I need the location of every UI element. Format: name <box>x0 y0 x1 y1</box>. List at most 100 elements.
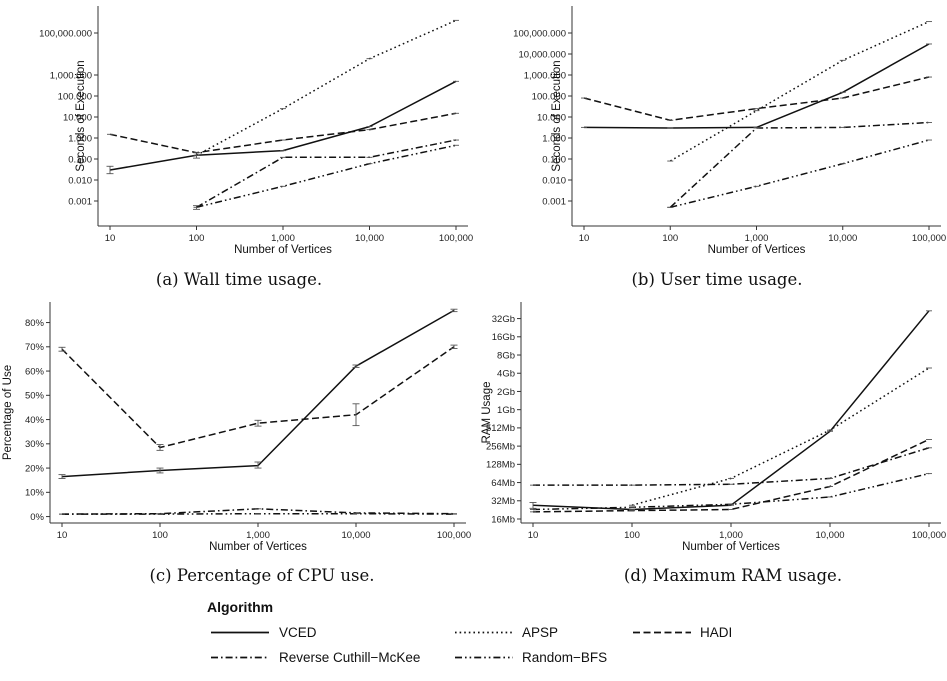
y-tick-label: 10.000 <box>63 112 92 123</box>
y-tick-label: 0.100 <box>68 154 92 165</box>
y-tick-label: 30% <box>25 439 45 450</box>
y-axis-label: Seconds of Execution <box>75 60 87 171</box>
x-tick-label: 10 <box>57 530 68 541</box>
series-line-random-bfs <box>670 139 930 209</box>
y-tick-label: 16Mb <box>491 514 515 525</box>
y-axis-label: Percentage of Use <box>2 365 14 460</box>
legend-title: Algorithm <box>207 599 273 615</box>
legend-item-label: HADI <box>700 625 732 640</box>
x-tick-label: 100,000 <box>912 530 946 541</box>
y-tick-label: 10,000.000 <box>518 49 566 60</box>
y-tick-label: 0% <box>30 512 44 523</box>
x-axis-label: Number of Vertices <box>209 541 307 553</box>
error-bar <box>450 308 458 313</box>
y-axis-label: RAM Usage <box>481 382 493 444</box>
x-tick-label: 10 <box>105 233 116 244</box>
error-bar <box>156 467 164 474</box>
y-tick-label: 64Mb <box>491 478 515 489</box>
legend-item-label: Random−BFS <box>522 650 607 665</box>
error-bar <box>352 364 360 368</box>
x-tick-label: 100,000 <box>912 233 946 244</box>
error-bar <box>58 474 66 479</box>
y-tick-label: 100.000 <box>532 91 566 102</box>
x-axis-label: Number of Vertices <box>682 541 780 553</box>
series-line-vced <box>61 309 455 478</box>
y-tick-label: 100,000.000 <box>513 28 566 39</box>
y-tick-label: 60% <box>25 366 45 377</box>
error-bar <box>352 403 360 427</box>
series-line-reverse-cuthill-mckee <box>196 139 457 208</box>
y-tick-label: 1.000 <box>68 133 92 144</box>
y-tick-label: 16Gb <box>492 332 515 343</box>
x-tick-label: 100 <box>189 233 205 244</box>
y-tick-label: 20% <box>25 463 45 474</box>
error-bar <box>156 444 164 451</box>
y-tick-label: 1,000.000 <box>50 70 92 81</box>
y-tick-label: 80% <box>25 318 45 329</box>
x-tick-label: 10 <box>528 530 539 541</box>
x-tick-label: 100 <box>624 530 640 541</box>
legend-item-label: Reverse Cuthill−McKee <box>279 650 420 665</box>
y-tick-label: 70% <box>25 342 45 353</box>
x-tick-label: 10,000 <box>355 233 384 244</box>
y-tick-label: 10% <box>25 488 45 499</box>
x-tick-label: 10,000 <box>828 233 857 244</box>
series-line-apsp <box>196 19 457 156</box>
error-bar <box>254 419 262 427</box>
x-tick-label: 1,000 <box>719 530 743 541</box>
error-bar <box>450 344 458 349</box>
y-tick-label: 0.001 <box>68 196 92 207</box>
y-tick-label: 8Gb <box>497 350 515 361</box>
x-tick-label: 10,000 <box>815 530 844 541</box>
x-tick-label: 1,000 <box>745 233 769 244</box>
y-tick-label: 32Mb <box>491 496 515 507</box>
x-tick-label: 1,000 <box>246 530 270 541</box>
series-line-apsp <box>631 367 930 506</box>
y-tick-label: 1.000 <box>542 133 566 144</box>
series-line-vced <box>583 43 930 129</box>
chart-panel-a: 0.001 0.010 0.100 1.000 10.000 100.000 1,000.0… <box>39 6 473 289</box>
series-line-hadi <box>583 76 930 122</box>
y-tick-label: 32Gb <box>492 314 515 325</box>
y-tick-label: 2Gb <box>497 387 515 398</box>
x-tick-label: 10,000 <box>341 530 370 541</box>
y-tick-label: 256Mb <box>486 441 515 452</box>
error-bar <box>58 346 66 352</box>
figure-caption: (b) User time usage. <box>631 270 802 289</box>
x-tick-label: 1,000 <box>271 233 295 244</box>
chart-panel-d: 16Mb 32Mb 64Mb 128Mb 256Mb 512Mb 1Gb 2Gb 4Gb 8Gb 1… <box>481 302 946 585</box>
series-line-reverse-cuthill-mckee <box>669 121 930 208</box>
y-tick-label: 4Gb <box>497 369 515 380</box>
y-tick-label: 100,000.000 <box>39 28 92 39</box>
y-tick-label: 0.001 <box>542 196 566 207</box>
chart-panel-b: 0.001 0.010 0.100 1.000 10.000 100.000 1,000.0… <box>513 6 946 289</box>
legend-item-label: APSP <box>522 625 558 640</box>
y-tick-label: 512Mb <box>486 423 515 434</box>
y-axis-label: Seconds of Execution <box>551 60 563 171</box>
x-tick-label: 100,000 <box>439 233 473 244</box>
figure-caption: (c) Percentage of CPU use. <box>149 566 374 585</box>
y-tick-label: 10.000 <box>537 112 566 123</box>
y-tick-label: 40% <box>25 415 45 426</box>
y-tick-label: 50% <box>25 391 45 402</box>
error-bar <box>529 502 537 509</box>
series-line-reverse-cuthill-mckee <box>533 447 930 486</box>
y-tick-label: 1Gb <box>497 405 515 416</box>
y-tick-label: 0.100 <box>542 154 566 165</box>
x-tick-label: 100 <box>152 530 168 541</box>
series-line-random-bfs <box>196 144 457 209</box>
series-line-apsp <box>669 20 930 162</box>
y-tick-label: 1,000.000 <box>524 70 566 81</box>
y-tick-label: 128Mb <box>486 460 515 471</box>
series-line-hadi <box>109 112 457 154</box>
y-tick-label: 0.010 <box>68 175 92 186</box>
legend-item-label: VCED <box>279 625 317 640</box>
x-axis-label: Number of Vertices <box>234 244 332 256</box>
legend: Algorithm VCED APSP HADI Reverse Cuthill−McK… <box>207 599 732 665</box>
x-tick-label: 10 <box>579 233 590 244</box>
x-tick-label: 100 <box>662 233 678 244</box>
x-axis-label: Number of Vertices <box>708 244 806 256</box>
figure-caption: (d) Maximum RAM usage. <box>624 566 842 585</box>
series-line-vced <box>532 310 930 511</box>
